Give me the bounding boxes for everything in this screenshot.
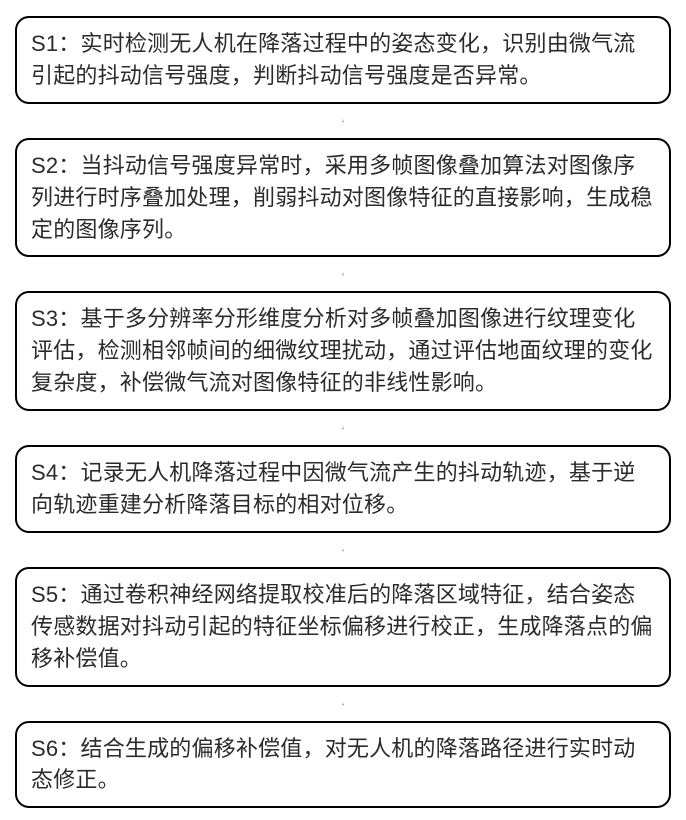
flow-node-text: S2：当抖动信号强度异常时，采用多帧图像叠加算法对图像序列进行时序叠加处理，削弱… <box>31 153 653 242</box>
flow-node-s6: S6：结合生成的偏移补偿值，对无人机的降落路径进行实时动态修正。 <box>15 721 671 809</box>
flowchart-container: S1：实时检测无人机在降落过程中的姿态变化，识别由微气流引起的抖动信号强度，判断… <box>0 0 686 820</box>
flow-node-s1: S1：实时检测无人机在降落过程中的姿态变化，识别由微气流引起的抖动信号强度，判断… <box>15 16 671 104</box>
flow-arrow <box>342 533 344 567</box>
flow-node-text: S5：通过卷积神经网络提取校准后的降落区域特征，结合姿态传感数据对抖动引起的特征… <box>31 582 653 671</box>
flow-node-s5: S5：通过卷积神经网络提取校准后的降落区域特征，结合姿态传感数据对抖动引起的特征… <box>15 567 671 687</box>
flow-node-text: S1：实时检测无人机在降落过程中的姿态变化，识别由微气流引起的抖动信号强度，判断… <box>31 31 636 88</box>
flow-arrow <box>342 411 344 445</box>
flow-node-s2: S2：当抖动信号强度异常时，采用多帧图像叠加算法对图像序列进行时序叠加处理，削弱… <box>15 138 671 258</box>
flow-node-text: S6：结合生成的偏移补偿值，对无人机的降落路径进行实时动态修正。 <box>31 736 636 793</box>
flow-node-text: S3：基于多分辨率分形维度分析对多帧叠加图像进行纹理变化评估，检测相邻帧间的细微… <box>31 306 653 395</box>
flow-node-text: S4：记录无人机降落过程中因微气流产生的抖动轨迹，基于逆向轨迹重建分析降落目标的… <box>31 460 636 517</box>
flow-arrow <box>342 104 344 138</box>
flow-arrow <box>342 687 344 721</box>
flow-node-s3: S3：基于多分辨率分形维度分析对多帧叠加图像进行纹理变化评估，检测相邻帧间的细微… <box>15 291 671 411</box>
flow-arrow <box>342 257 344 291</box>
flow-node-s4: S4：记录无人机降落过程中因微气流产生的抖动轨迹，基于逆向轨迹重建分析降落目标的… <box>15 445 671 533</box>
